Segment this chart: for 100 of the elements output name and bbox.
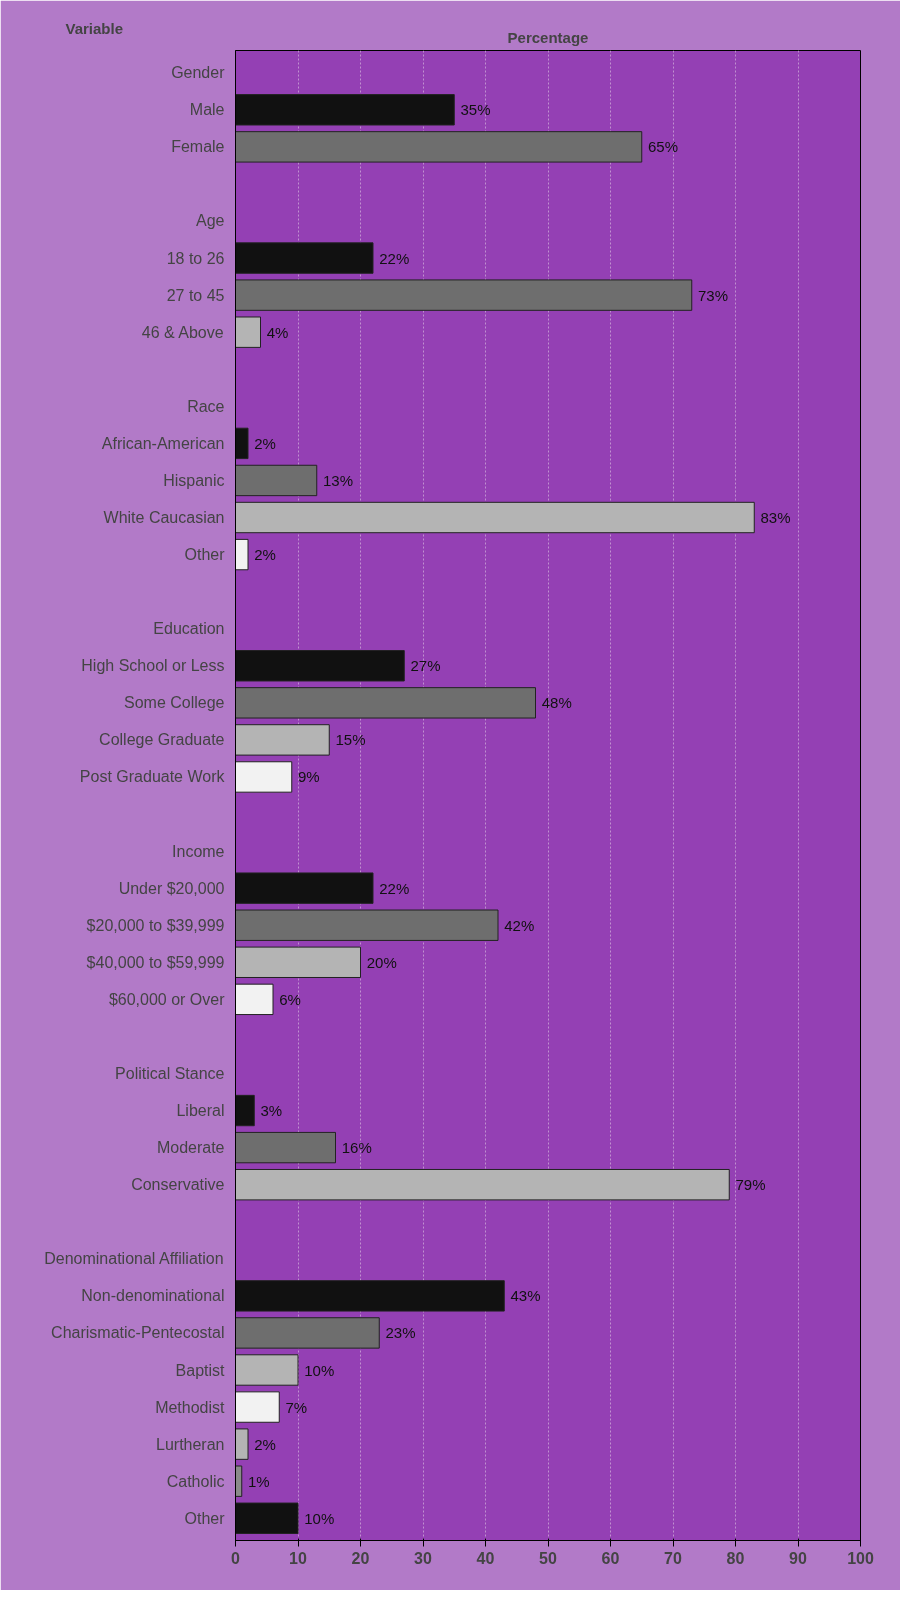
data-label: 15% — [335, 731, 366, 749]
y-tick-label: 18 to 26 — [166, 249, 225, 267]
data-label: 23% — [385, 1324, 416, 1342]
bar — [235, 687, 536, 719]
y-tick-label: Male — [189, 101, 225, 119]
data-label: 7% — [285, 1398, 308, 1416]
bar — [235, 131, 643, 163]
y-tick-label: $60,000 or Over — [108, 990, 226, 1008]
bar — [235, 316, 261, 348]
data-label: 10% — [304, 1509, 335, 1527]
data-label: 2% — [254, 1435, 276, 1453]
data-label: 83% — [760, 509, 791, 527]
bar — [235, 1502, 299, 1534]
bar — [235, 501, 755, 534]
bar — [235, 1465, 243, 1497]
bar — [235, 983, 274, 1016]
y-tick-label: $40,000 to $59,999 — [86, 953, 225, 971]
data-label: 27% — [410, 657, 441, 675]
y-tick-label: College Graduate — [99, 731, 225, 749]
bar — [235, 1094, 255, 1127]
data-label: 9% — [298, 768, 320, 786]
bar — [235, 1317, 380, 1349]
bar — [235, 1168, 730, 1201]
x-tick-label: 70 — [664, 1549, 682, 1567]
bar — [235, 464, 318, 497]
x-tick-label: 40 — [476, 1549, 495, 1567]
bar — [235, 1428, 249, 1460]
data-label: 16% — [341, 1139, 372, 1157]
data-label: 20% — [366, 953, 397, 971]
data-label: 6% — [279, 990, 301, 1008]
y-tick-label: High School or Less — [81, 657, 225, 675]
y-tick-label: Moderate — [156, 1139, 225, 1157]
data-label: 35% — [460, 101, 491, 119]
y-tick-label: Hispanic — [163, 471, 225, 489]
bar — [235, 538, 249, 571]
bar — [235, 94, 455, 126]
data-label: 73% — [698, 286, 729, 304]
x-tick-label: 60 — [601, 1549, 620, 1567]
data-label: 13% — [323, 471, 354, 489]
x-tick-label: 30 — [414, 1549, 432, 1567]
bar — [235, 279, 693, 311]
data-label: 48% — [541, 694, 572, 712]
y-tick-label: Race — [187, 397, 225, 415]
y-tick-label: White Caucasian — [103, 509, 225, 527]
bar — [235, 946, 361, 978]
bar — [235, 1354, 299, 1386]
y-tick-label: Post Graduate Work — [79, 768, 226, 786]
y-tick-label: Catholic — [166, 1472, 225, 1490]
y-tick-label: 27 to 45 — [166, 286, 225, 304]
bar — [235, 1391, 280, 1423]
y-axis-title: Variable — [65, 19, 124, 37]
data-label: 22% — [379, 879, 410, 897]
y-tick-label: Denominational Affiliation — [44, 1250, 224, 1268]
y-tick-label: 46 & Above — [141, 323, 224, 341]
x-axis-title: Percentage — [507, 28, 589, 46]
data-label: 22% — [379, 249, 410, 267]
bar — [235, 724, 330, 756]
y-tick-label: Liberal — [176, 1102, 225, 1120]
y-tick-label: Income — [172, 842, 225, 860]
y-tick-label: Under $20,000 — [118, 879, 225, 897]
x-tick-label: 90 — [789, 1549, 807, 1567]
y-tick-label: Other — [184, 546, 226, 564]
bar — [235, 242, 374, 274]
x-tick-label: 10 — [289, 1549, 307, 1567]
y-tick-label: Methodist — [155, 1398, 226, 1416]
y-tick-label: Baptist — [175, 1361, 226, 1379]
data-label: 4% — [266, 323, 289, 341]
bar — [235, 427, 249, 460]
y-tick-label: Education — [153, 620, 225, 638]
y-tick-label: Other — [184, 1509, 226, 1527]
x-tick-label: 80 — [726, 1549, 745, 1567]
y-tick-label: African-American — [101, 434, 225, 452]
data-label: 79% — [735, 1176, 766, 1194]
data-label: 2% — [254, 434, 276, 452]
y-tick-label: Female — [171, 138, 225, 156]
y-tick-label: Charismatic-Pentecostal — [51, 1324, 225, 1342]
bar — [235, 1280, 505, 1312]
x-tick-label: 50 — [539, 1549, 557, 1567]
y-tick-label: Non-denominational — [81, 1287, 225, 1305]
bar — [235, 1131, 336, 1164]
x-tick-label: 100 — [847, 1549, 874, 1567]
y-tick-label: Gender — [171, 64, 226, 82]
data-label: 43% — [510, 1287, 541, 1305]
bar — [235, 650, 405, 682]
data-label: 3% — [260, 1102, 283, 1120]
bar — [235, 909, 499, 941]
y-tick-label: Some College — [124, 694, 225, 712]
bar — [235, 872, 374, 904]
data-label: 10% — [304, 1361, 335, 1379]
x-tick-label: 0 — [231, 1549, 241, 1567]
y-tick-label: Age — [196, 212, 225, 230]
data-label: 42% — [504, 916, 535, 934]
data-label: 1% — [248, 1472, 270, 1490]
x-tick-label: 20 — [351, 1549, 370, 1567]
data-label: 65% — [648, 138, 679, 156]
bar — [235, 761, 293, 793]
data-label: 2% — [254, 546, 276, 564]
y-tick-label: $20,000 to $39,999 — [86, 916, 225, 934]
y-tick-label: Conservative — [131, 1176, 225, 1194]
y-tick-label: Political Stance — [115, 1064, 225, 1082]
